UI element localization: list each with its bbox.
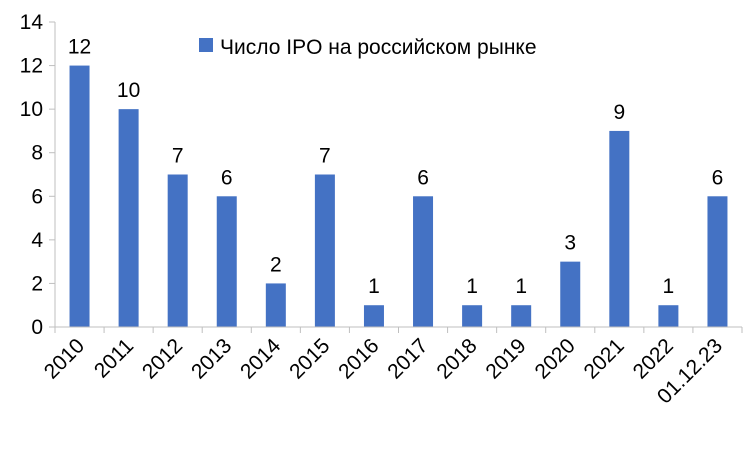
data-label: 10 [117, 79, 140, 102]
x-tick-label: 2016 [334, 334, 383, 383]
bar [560, 261, 581, 327]
x-tick-label: 2018 [432, 334, 481, 383]
y-tick-label: 10 [20, 98, 43, 121]
legend-swatch [199, 38, 213, 52]
data-label: 1 [663, 275, 675, 298]
bars [69, 65, 728, 328]
bar [363, 305, 384, 327]
y-tick-label: 4 [31, 229, 43, 252]
x-tick-label: 2021 [580, 334, 629, 383]
x-tick-label: 2014 [236, 334, 286, 384]
x-tick-label: 2019 [481, 334, 530, 383]
data-label: 6 [417, 166, 429, 189]
bar [707, 196, 728, 327]
data-label: 9 [613, 101, 625, 124]
bar [511, 305, 532, 327]
data-label: 2 [270, 253, 282, 276]
legend: Число IPO на российском рынке [199, 36, 537, 59]
bar [167, 174, 188, 327]
y-tick-label: 6 [31, 185, 43, 208]
x-tick-label: 2020 [530, 334, 579, 383]
bar [69, 65, 90, 328]
bar [216, 196, 237, 327]
data-label: 6 [221, 166, 233, 189]
y-tick-label: 14 [20, 11, 44, 34]
bar [413, 196, 434, 327]
y-tick-label: 12 [20, 55, 43, 78]
bar [658, 305, 679, 327]
x-axis: 2010 2011 2012 2013 2014 2015 2016 2017 2018 2019… [40, 326, 743, 408]
bar [265, 283, 286, 327]
bar [462, 305, 483, 327]
bar [609, 130, 630, 327]
x-tick-label: 2015 [285, 334, 334, 383]
x-tick-label: 2010 [40, 334, 89, 383]
bar [314, 174, 335, 327]
data-label: 12 [68, 36, 91, 59]
legend-label: Число IPO на российском рынке [220, 36, 537, 59]
data-label: 1 [368, 275, 380, 298]
data-label: 1 [466, 275, 478, 298]
y-tick-label: 8 [31, 142, 43, 165]
x-tick-label: 2011 [90, 334, 138, 382]
data-label: 6 [712, 166, 724, 189]
y-tick-label: 0 [31, 316, 43, 339]
data-label: 3 [564, 232, 576, 255]
data-label: 7 [319, 145, 331, 168]
x-tick-label: 2017 [383, 334, 432, 383]
x-tick-label: 2013 [187, 334, 236, 383]
y-tick-label: 2 [31, 272, 43, 295]
y-axis: 0 2 4 6 8 10 12 14 [20, 11, 56, 339]
data-label: 7 [172, 145, 184, 168]
data-label: 1 [515, 275, 527, 298]
x-tick-label: 2012 [138, 334, 187, 383]
bar [118, 109, 139, 328]
